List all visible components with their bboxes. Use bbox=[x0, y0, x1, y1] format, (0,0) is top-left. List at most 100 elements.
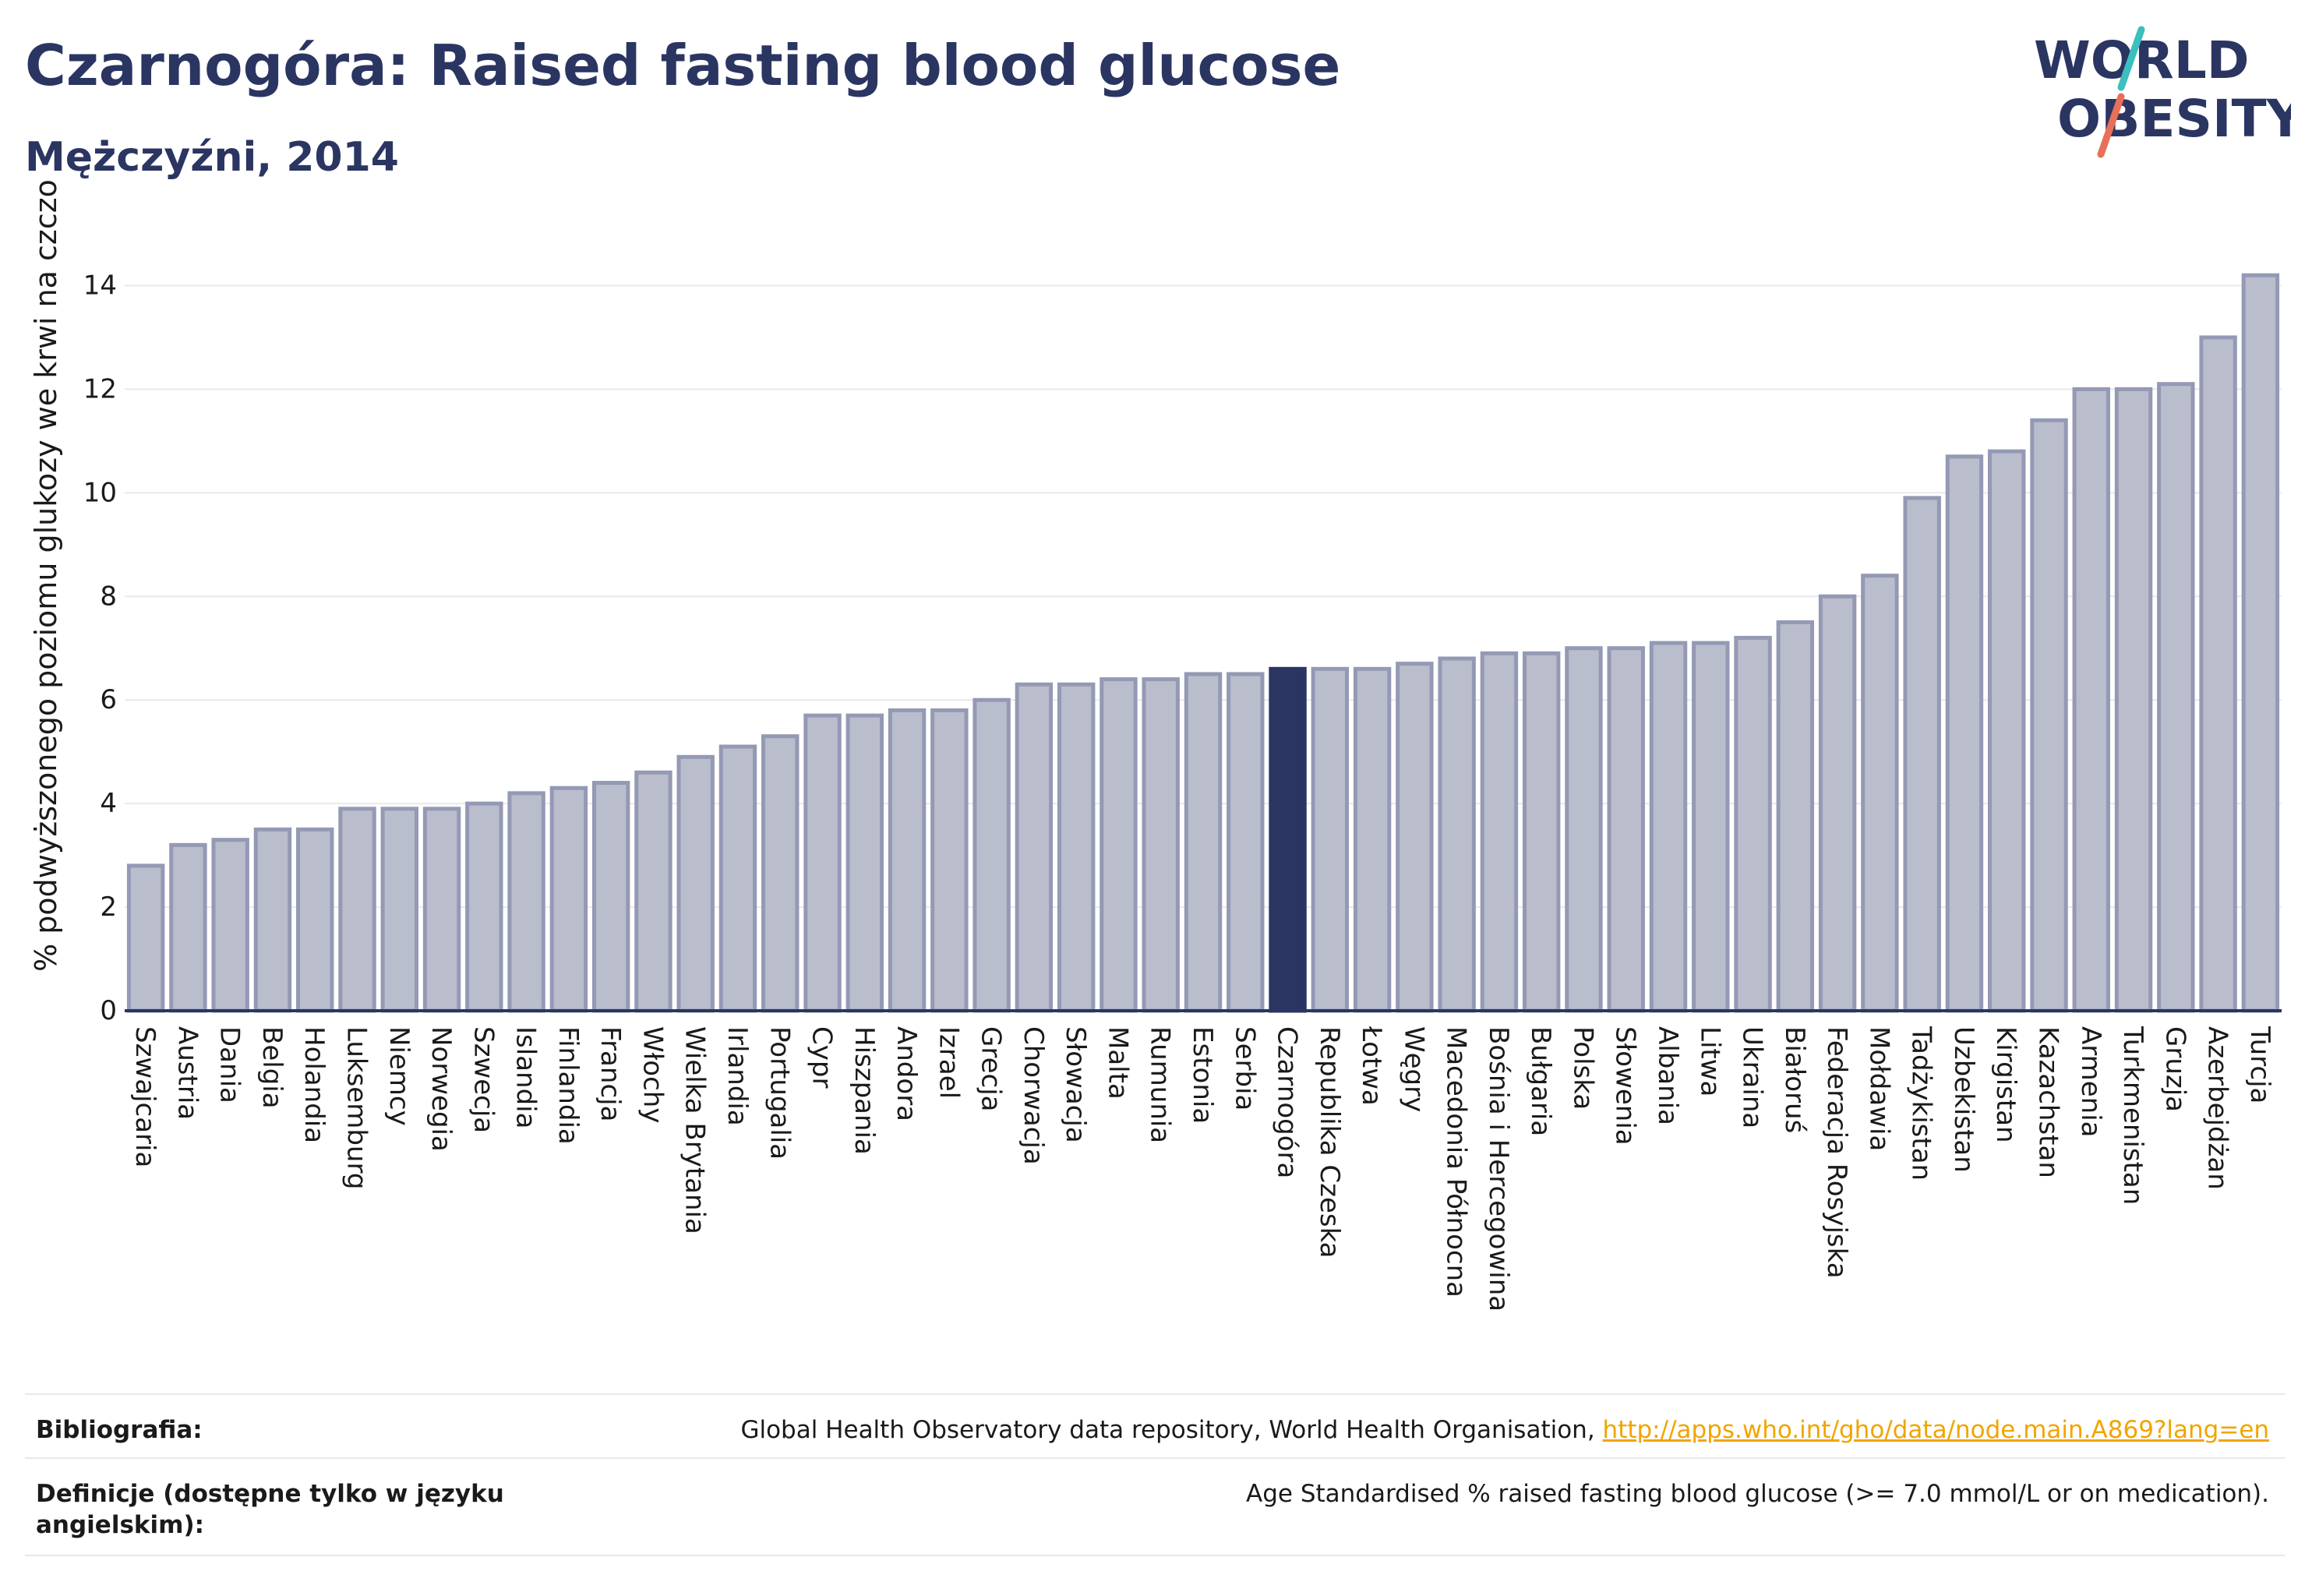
bar bbox=[1861, 574, 1899, 1013]
bar bbox=[845, 713, 884, 1013]
bar bbox=[1480, 651, 1519, 1013]
x-tick-label: Kirgistan bbox=[1990, 1026, 2021, 1143]
y-tick-label: 8 bbox=[100, 581, 117, 612]
x-tick-label: Węgry bbox=[1398, 1026, 1429, 1112]
x-tick-label: Polska bbox=[1567, 1026, 1598, 1110]
bar bbox=[1438, 656, 1476, 1013]
x-tick-label: Austria bbox=[171, 1026, 203, 1120]
footer-divider-top bbox=[25, 1393, 2285, 1395]
x-tick-label: Norwegia bbox=[425, 1026, 457, 1152]
x-tick-label: Malta bbox=[1102, 1026, 1133, 1100]
x-tick-label: Azerbejdżan bbox=[2202, 1026, 2233, 1190]
bar bbox=[930, 708, 969, 1013]
bar-chart: 0 2 4 6 8 10 12 14 % podwyższonego poziomu gluko… bbox=[29, 179, 2282, 1312]
y-tick-label: 0 bbox=[100, 995, 117, 1026]
x-tick-label: Litwa bbox=[1694, 1026, 1725, 1096]
bar bbox=[2241, 273, 2280, 1013]
bar bbox=[1903, 496, 1941, 1013]
y-axis-label: % podwyższonego poziomu glukozy we krwi … bbox=[29, 179, 63, 972]
x-tick-label: Słowenia bbox=[1610, 1026, 1641, 1146]
x-tick-label: Estonia bbox=[1187, 1026, 1218, 1124]
bar bbox=[1945, 454, 1984, 1013]
bar bbox=[1184, 672, 1223, 1013]
x-tick-label: Łotwa bbox=[1356, 1026, 1387, 1106]
x-tick-label: Tadżykistan bbox=[1906, 1026, 1937, 1181]
bar bbox=[1734, 635, 1772, 1013]
y-tick-label: 6 bbox=[100, 684, 117, 715]
bar bbox=[718, 744, 757, 1013]
logo-slash-teal bbox=[2117, 26, 2145, 91]
bar bbox=[211, 838, 249, 1013]
bar bbox=[2157, 382, 2195, 1013]
chart-subtitle: Mężczyźni, 2014 bbox=[25, 134, 399, 181]
x-tick-label: Bośnia i Hercegowina bbox=[1483, 1026, 1514, 1312]
x-tick-label: Luksemburg bbox=[341, 1026, 372, 1189]
x-tick-label: Francja bbox=[595, 1026, 626, 1121]
x-tick-label: Niemcy bbox=[383, 1026, 415, 1126]
world-obesity-logo: WORLD OBESITY bbox=[2034, 26, 2291, 158]
x-tick-label: Turkmenistan bbox=[2117, 1026, 2148, 1205]
bar bbox=[1692, 641, 1730, 1013]
x-tick-label: Holandia bbox=[298, 1026, 330, 1143]
x-tick-label: Czarnogóra bbox=[1272, 1026, 1303, 1178]
bar bbox=[2030, 418, 2068, 1013]
chart-title: Czarnogóra: Raised fasting blood glucose bbox=[25, 33, 1341, 98]
bar bbox=[338, 807, 376, 1013]
bar bbox=[888, 708, 927, 1013]
bar bbox=[1353, 666, 1392, 1013]
x-tick-label: Armenia bbox=[2075, 1026, 2106, 1138]
bar bbox=[465, 801, 503, 1013]
bar bbox=[422, 807, 461, 1013]
bar bbox=[1100, 677, 1138, 1013]
x-tick-label: Portugalia bbox=[764, 1026, 795, 1160]
bar bbox=[296, 827, 334, 1013]
bibliography-value: Global Health Observatory data repositor… bbox=[740, 1414, 2269, 1446]
x-tick-label: Grecja bbox=[976, 1026, 1007, 1111]
x-tick-label: Gruzja bbox=[2159, 1026, 2190, 1112]
logo-word-obesity: OBESITY bbox=[2057, 89, 2291, 149]
bar-highlight bbox=[1269, 666, 1307, 1013]
bar bbox=[1311, 666, 1350, 1013]
bar bbox=[1776, 620, 1815, 1013]
x-tick-label: Słowacja bbox=[1060, 1026, 1091, 1143]
definitions-value: Age Standardised % raised fasting blood … bbox=[1246, 1480, 2269, 1508]
bar bbox=[972, 697, 1011, 1013]
bar bbox=[507, 791, 545, 1013]
x-tick-label: Szwajcaria bbox=[129, 1026, 161, 1167]
x-tick-label: Kazachstan bbox=[2032, 1026, 2063, 1178]
x-tick-label: Republika Czeska bbox=[1314, 1026, 1345, 1259]
x-tick-label: Szwecja bbox=[468, 1026, 499, 1133]
x-tick-label: Mołdawia bbox=[1863, 1026, 1894, 1151]
bar bbox=[1227, 672, 1265, 1013]
bibliography-link[interactable]: http://apps.who.int/gho/data/node.main.A… bbox=[1602, 1416, 2269, 1444]
x-tick-label: Serbia bbox=[1229, 1026, 1260, 1110]
bar bbox=[2199, 335, 2237, 1013]
x-tick-label: Ukraina bbox=[1737, 1026, 1768, 1128]
x-tick-label: Bułgaria bbox=[1525, 1026, 1556, 1136]
bar bbox=[380, 807, 418, 1013]
y-tick-label: 2 bbox=[100, 892, 117, 923]
footer-divider-middle bbox=[25, 1457, 2285, 1459]
logo-slash-coral bbox=[2097, 93, 2125, 158]
bar bbox=[2114, 387, 2153, 1013]
bar bbox=[253, 827, 292, 1013]
bar bbox=[2072, 387, 2110, 1013]
x-tick-label: Włochy bbox=[637, 1026, 668, 1123]
x-tick-label: Islandia bbox=[510, 1026, 542, 1128]
bar bbox=[1142, 677, 1180, 1013]
bar bbox=[1057, 682, 1096, 1013]
x-tick-label: Cypr bbox=[807, 1026, 838, 1088]
bar bbox=[1522, 651, 1561, 1013]
x-tick-label: Macedonia Północna bbox=[1441, 1026, 1472, 1298]
x-tick-label: Irlandia bbox=[722, 1026, 753, 1126]
x-tick-label: Dania bbox=[214, 1026, 245, 1103]
bar bbox=[1607, 646, 1645, 1013]
bar bbox=[1818, 594, 1857, 1013]
y-tick-label: 10 bbox=[83, 477, 117, 508]
x-tick-label: Federacja Rosyjska bbox=[1821, 1026, 1852, 1279]
bar bbox=[126, 863, 165, 1013]
bar bbox=[761, 734, 800, 1013]
bibliography-label: Bibliografia: bbox=[36, 1416, 203, 1444]
bar bbox=[1649, 641, 1688, 1013]
x-tick-label: Izrael bbox=[933, 1026, 964, 1099]
